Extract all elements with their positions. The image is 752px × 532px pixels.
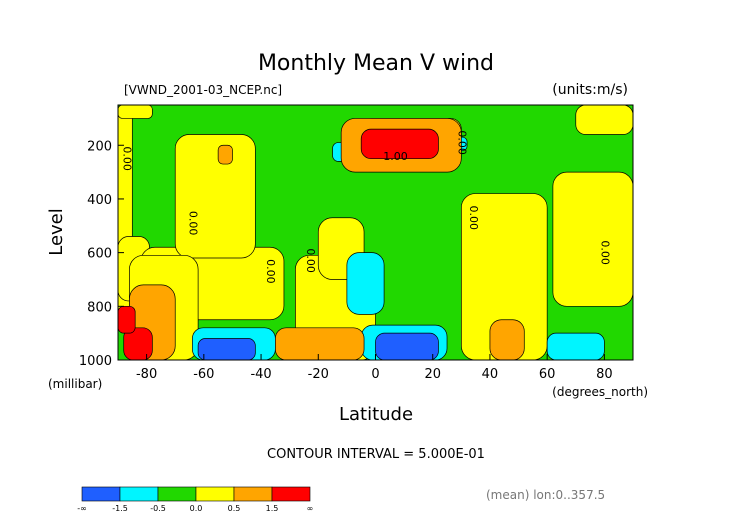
chart-title: Monthly Mean V wind (258, 51, 494, 76)
colorbar-swatch (157, 486, 197, 502)
contour-region-c6 (360, 128, 439, 160)
y-tick-label: 400 (87, 193, 112, 208)
y-tick-label: 1000 (79, 354, 112, 369)
contour-region-c4 (117, 104, 153, 119)
colorbar-tick-label: -∞ (77, 504, 87, 513)
y-units-label: (millibar) (48, 377, 102, 391)
x-tick-label: -20 (308, 367, 329, 382)
contour-fill-layer (117, 104, 634, 361)
file-label: [VWND_2001-03_NCEP.nc] (124, 83, 282, 97)
colorbar-tick-label: -1.5 (112, 504, 128, 513)
units-label: (units:m/s) (552, 82, 628, 98)
contour-label: 0.00 (264, 259, 277, 284)
footnote: (mean) lon:0..357.5 (486, 488, 605, 502)
contour-label: 0.00 (187, 211, 200, 236)
contour-region-c4 (552, 171, 634, 307)
contour-region-c5 (275, 327, 365, 361)
colorbar-tick-label: -0.5 (150, 504, 166, 513)
contour-label: 0.00 (304, 248, 317, 273)
colorbar-tick-label: ∞ (307, 504, 314, 513)
x-tick-label: 60 (539, 367, 556, 382)
colorbar-swatch (81, 486, 121, 502)
x-axis-ticks: -80 -60 -40 -20 0 20 40 60 80 (136, 354, 613, 382)
y-axis-ticks: 200 400 600 800 1000 (79, 139, 124, 369)
x-units-label: (degrees_north) (552, 385, 648, 399)
contour-region-c6 (117, 305, 136, 334)
colorbar-tick-label: 0.5 (228, 504, 241, 513)
contour-label: 0.00 (599, 240, 612, 265)
contour-region-c1 (375, 332, 439, 361)
contour-label: 0.00 (121, 146, 134, 171)
y-axis-label: Level (46, 208, 67, 256)
colorbar-swatch (233, 486, 273, 502)
contour-region-c2 (546, 332, 605, 361)
contour-region-c4 (174, 134, 256, 259)
x-tick-label: 40 (482, 367, 499, 382)
contour-region-c5 (489, 319, 525, 361)
y-tick-label: 600 (87, 247, 112, 262)
x-tick-label: -80 (136, 367, 157, 382)
contour-region-c2 (346, 252, 385, 315)
x-tick-label: -60 (193, 367, 214, 382)
colorbar-tick-label: 1.5 (266, 504, 279, 513)
x-tick-label: 80 (596, 367, 613, 382)
y-tick-label: 200 (87, 139, 112, 154)
contour-label: 0.00 (467, 205, 480, 230)
colorbar-swatch (119, 486, 159, 502)
contour-region-c1 (197, 338, 256, 361)
y-tick-label: 800 (87, 300, 112, 315)
colorbar: -∞ -1.5 -0.5 0.0 0.5 1.5 ∞ (77, 486, 314, 513)
contour-label-layer: 0.00 0.00 0.00 0.00 1.00 0.00 0.00 0.00 (121, 130, 612, 283)
contour-region-c5 (217, 144, 233, 165)
x-axis-label: Latitude (339, 404, 413, 425)
colorbar-tick-label: 0.0 (190, 504, 203, 513)
colorbar-swatch (271, 486, 311, 502)
x-tick-label: 20 (424, 367, 441, 382)
x-tick-label: -40 (250, 367, 271, 382)
colorbar-swatch (195, 486, 235, 502)
contour-label: 1.00 (383, 150, 408, 163)
x-tick-label: 0 (371, 367, 379, 382)
contour-label: 0.00 (455, 130, 468, 155)
contour-region-c4 (575, 104, 634, 135)
contour-interval-text: CONTOUR INTERVAL = 5.000E-01 (267, 447, 485, 462)
